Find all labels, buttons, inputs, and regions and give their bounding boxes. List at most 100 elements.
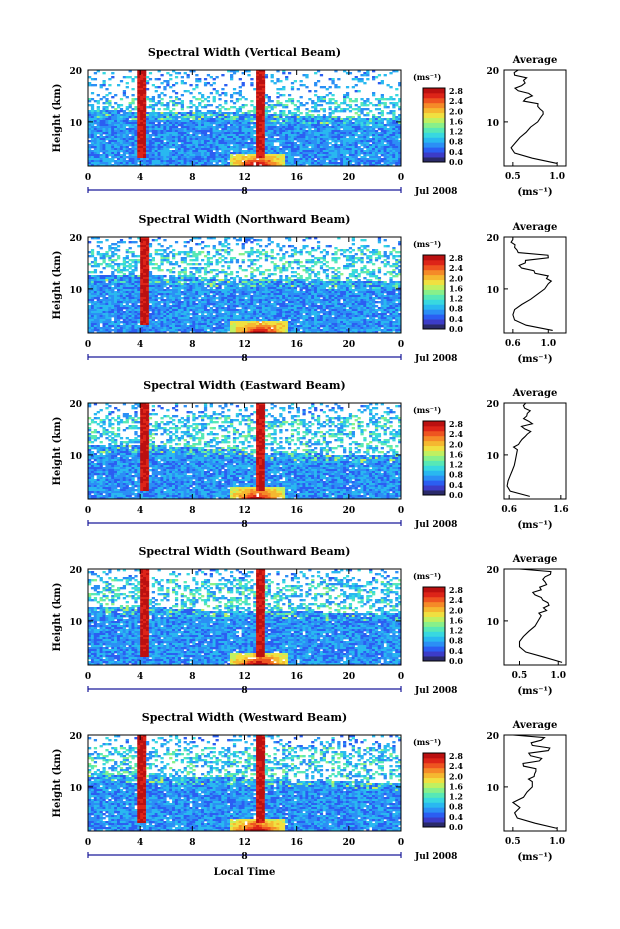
heatmap-cell <box>195 124 199 127</box>
heatmap-cell <box>131 154 135 157</box>
heatmap-cell <box>128 327 132 330</box>
heatmap-cell <box>374 138 379 141</box>
heatmap-cell <box>140 315 144 318</box>
heatmap-cell <box>256 148 260 151</box>
heatmap-cell <box>314 118 318 121</box>
heatmap-cell <box>270 122 274 125</box>
heatmap-cell <box>148 104 153 107</box>
heatmap-cell <box>296 126 300 129</box>
heatmap-cell <box>232 112 237 115</box>
heatmap-cell <box>331 110 335 113</box>
heatmap-cell <box>93 110 98 113</box>
heatmap-cell <box>90 164 95 167</box>
heatmap-cell <box>99 247 103 250</box>
heatmap-cell <box>218 108 222 111</box>
heatmap-cell <box>270 126 274 129</box>
heatmap-cell <box>189 110 193 113</box>
heatmap-cell <box>169 299 173 302</box>
heatmap-cell <box>160 136 164 139</box>
heatmap-cell <box>189 92 193 95</box>
heatmap-cell <box>108 140 112 143</box>
heatmap-cell <box>88 311 92 314</box>
heatmap-cell <box>279 154 283 157</box>
heatmap-cell <box>270 76 274 79</box>
heatmap-cell <box>221 156 225 159</box>
heatmap-cell <box>114 154 118 157</box>
heatmap-cell <box>180 114 184 117</box>
heatmap-cell <box>192 128 196 131</box>
heatmap-cell <box>131 130 135 133</box>
heatmap-cell <box>224 140 228 143</box>
heatmap-cell <box>366 126 370 129</box>
heatmap-cell <box>282 158 286 161</box>
heatmap-cell <box>232 156 237 159</box>
heatmap-cell <box>201 279 205 282</box>
heatmap-cell <box>264 146 269 149</box>
heatmap-cell <box>264 158 269 161</box>
heatmap-cell <box>108 299 112 302</box>
heatmap-cell <box>386 112 390 115</box>
heatmap-cell <box>174 311 179 314</box>
heatmap-cell <box>145 315 150 318</box>
heatmap-cell <box>186 301 190 304</box>
heatmap-cell <box>154 303 158 306</box>
heatmap-cell <box>172 311 176 314</box>
heatmap-cell <box>116 281 121 284</box>
heatmap-cell <box>128 152 132 155</box>
heatmap-cell <box>96 162 100 165</box>
heatmap-cell <box>137 142 141 145</box>
heatmap-cell <box>90 277 95 280</box>
heatmap-cell <box>331 164 335 167</box>
heatmap-cell <box>160 311 164 314</box>
heatmap-cell <box>90 152 95 155</box>
heatmap-cell <box>137 100 141 103</box>
heatmap-cell <box>90 329 95 332</box>
heatmap-cell <box>372 104 376 107</box>
heatmap-cell <box>328 160 332 163</box>
heatmap-cell <box>244 162 248 165</box>
heatmap-cell <box>93 142 98 145</box>
heatmap-cell <box>203 307 208 310</box>
heatmap-cell <box>108 317 112 320</box>
heatmap-cell <box>145 257 150 260</box>
heatmap-cell <box>195 78 199 81</box>
heatmap-cell <box>154 239 158 242</box>
heatmap-cell <box>99 112 103 115</box>
heatmap-cell <box>195 148 199 151</box>
heatmap-cell <box>398 160 402 163</box>
heatmap-cell <box>90 118 95 121</box>
heatmap-cell <box>212 96 216 99</box>
heatmap-cell <box>88 309 92 312</box>
heatmap-cell <box>270 108 274 111</box>
heatmap-cell <box>314 94 318 97</box>
heatmap-cell <box>166 293 170 296</box>
heatmap-cell <box>221 92 225 95</box>
heatmap-cell <box>389 138 393 141</box>
heatmap-cell <box>395 132 399 135</box>
heatmap-cell <box>305 162 309 165</box>
heatmap-cell <box>183 277 187 280</box>
heatmap-cell <box>114 297 118 300</box>
heatmap-cell <box>102 295 106 298</box>
heatmap-cell <box>218 138 222 141</box>
heatmap-cell <box>157 267 161 270</box>
heatmap-cell <box>302 136 306 139</box>
heatmap-cell <box>154 78 158 81</box>
heatmap-cell <box>157 114 161 117</box>
heatmap-cell <box>322 154 326 157</box>
heatmap-cell <box>198 120 202 123</box>
heatmap-cell <box>227 70 231 73</box>
heatmap-cell <box>238 156 242 159</box>
heatmap-cell <box>282 160 286 163</box>
heatmap-cell <box>180 261 184 264</box>
heatmap-cell <box>206 150 211 153</box>
heatmap-cell <box>354 150 358 153</box>
heatmap-cell <box>369 144 373 147</box>
heatmap-cell <box>261 114 266 117</box>
heatmap-cell <box>230 100 234 103</box>
heatmap-cell <box>102 275 106 278</box>
heatmap-cell <box>279 112 283 115</box>
heatmap-cell <box>351 156 355 159</box>
heatmap-cell <box>253 106 257 109</box>
heatmap-cell <box>192 126 196 129</box>
